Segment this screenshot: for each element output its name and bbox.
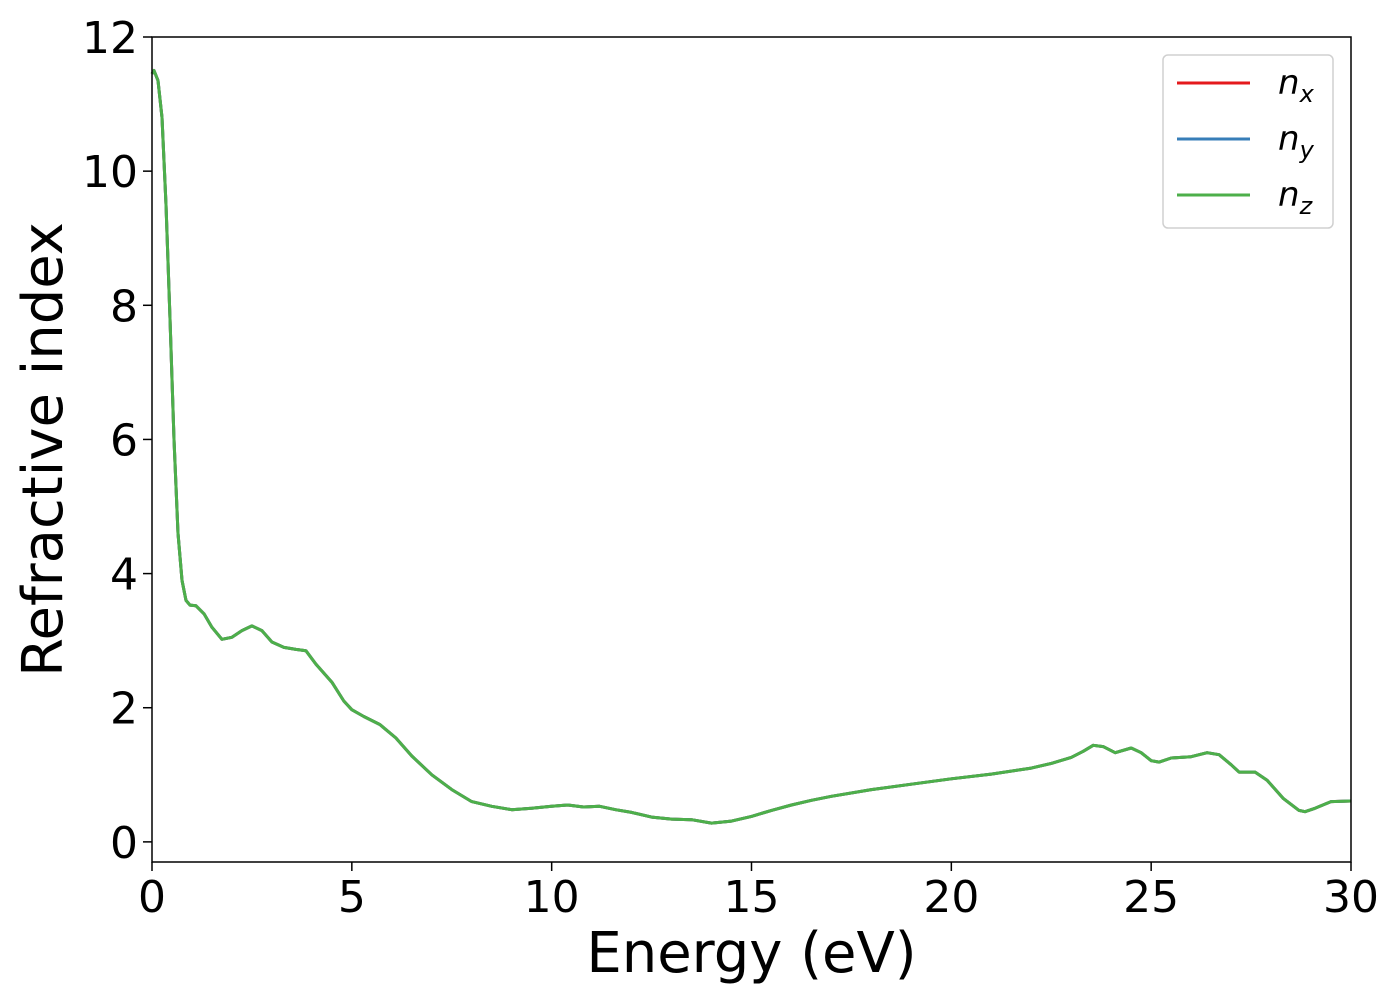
y-tick-label: 4 [110, 550, 138, 601]
x-axis-ticks: 0 5 10 15 20 25 30 [138, 862, 1379, 923]
legend-label-nz: nz [1278, 175, 1314, 220]
x-tick-label: 25 [1123, 872, 1179, 923]
y-axis-ticks: 0 2 4 6 8 10 12 [82, 13, 152, 869]
y-tick-label: 2 [110, 684, 138, 735]
y-tick-label: 12 [82, 13, 138, 64]
x-tick-label: 30 [1323, 872, 1379, 923]
y-tick-label: 0 [110, 818, 138, 869]
x-tick-label: 20 [923, 872, 979, 923]
series-line-nz [150, 69, 1352, 825]
legend: nx ny nz [1162, 54, 1334, 229]
legend-label-ny: ny [1278, 119, 1315, 164]
legend-label-nx: nx [1278, 63, 1315, 108]
x-tick-label: 15 [724, 872, 780, 923]
plot-series [150, 69, 1352, 825]
y-tick-label: 10 [82, 147, 138, 198]
x-tick-label: 0 [138, 872, 166, 923]
y-tick-label: 8 [110, 281, 138, 332]
y-axis-title: Refractive index [11, 222, 76, 677]
x-tick-label: 10 [524, 872, 580, 923]
legend-box [1162, 54, 1334, 229]
x-axis-title: Energy (eV) [586, 921, 916, 986]
x-tick-label: 5 [338, 872, 366, 923]
y-tick-label: 6 [110, 415, 138, 466]
